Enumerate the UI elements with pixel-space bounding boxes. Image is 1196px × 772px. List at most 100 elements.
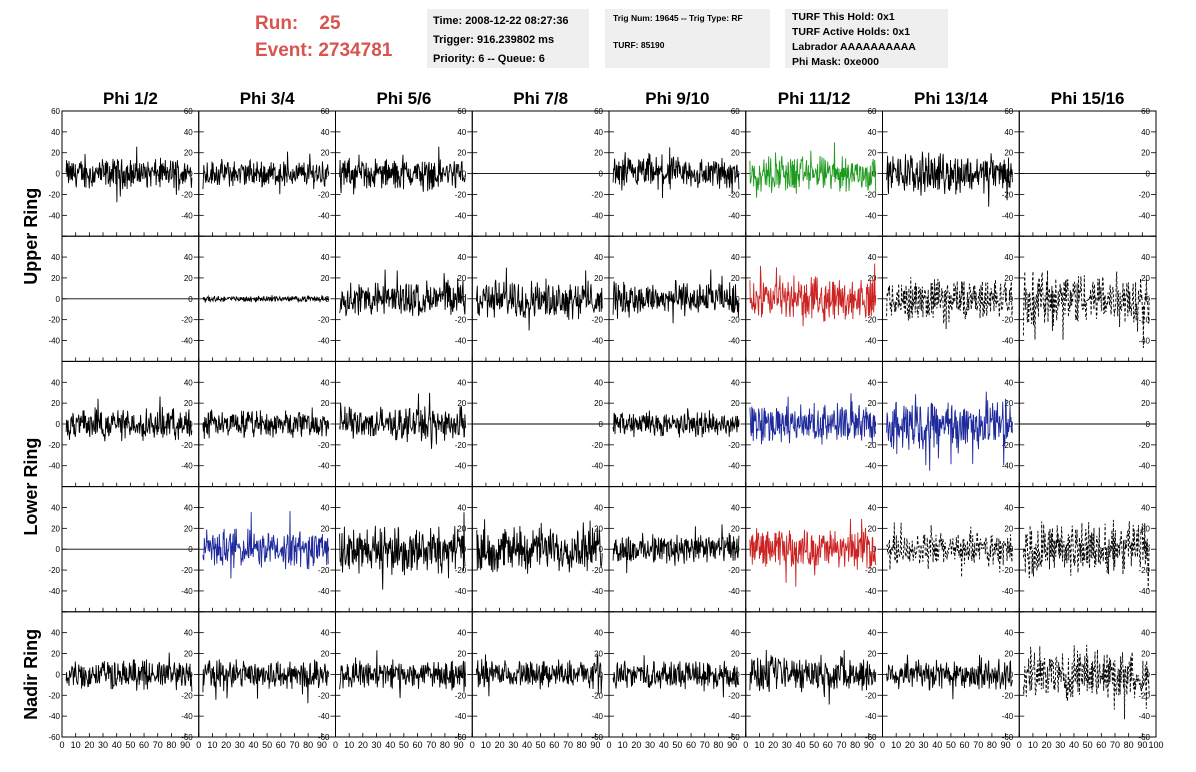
y-tick-label: 0 (325, 170, 330, 179)
y-tick-label: 40 (594, 253, 603, 262)
y-tick-label: 40 (1004, 378, 1013, 387)
y-tick-label: 40 (731, 503, 740, 512)
y-tick-label: 40 (51, 128, 60, 137)
y-tick-label: -40 (181, 211, 193, 220)
y-tick-label: 40 (868, 253, 877, 262)
y-tick-label: 40 (1141, 503, 1150, 512)
column-header: Phi 7/8 (513, 89, 568, 108)
x-tick-label: 40 (248, 740, 258, 750)
y-tick-label: 20 (868, 650, 877, 659)
x-tick-label: 30 (508, 740, 518, 750)
y-tick-label: 40 (321, 378, 330, 387)
y-tick-label: 20 (51, 524, 60, 533)
run-event-header: Run: 25 Event: 2734781 (255, 10, 392, 64)
y-tick-label: -40 (48, 337, 60, 346)
y-tick-label: 40 (457, 253, 466, 262)
x-tick-label: 60 (276, 740, 286, 750)
x-tick-label: 50 (672, 740, 682, 750)
y-tick-label: -40 (1002, 337, 1014, 346)
y-tick-label: -40 (728, 587, 740, 596)
x-tick-label: 70 (153, 740, 163, 750)
waveform-trace (65, 396, 193, 442)
y-tick-label: 20 (594, 399, 603, 408)
x-tick-label: 30 (1055, 740, 1065, 750)
run-value: 25 (319, 13, 341, 34)
y-tick-label: 0 (735, 295, 740, 304)
y-tick-label: -20 (1002, 691, 1014, 700)
event-row: Event: 2734781 (255, 37, 392, 64)
y-tick-label: 40 (457, 629, 466, 638)
y-tick-label: -40 (455, 462, 467, 471)
waveform-trace (339, 269, 466, 317)
y-tick-label: -20 (1138, 441, 1150, 450)
y-tick-label: 20 (868, 274, 877, 283)
y-tick-label: -20 (318, 566, 330, 575)
y-tick-label: 20 (321, 524, 330, 533)
y-tick-label: 40 (1141, 128, 1150, 137)
waveform-trace (202, 294, 329, 304)
y-tick-label: -40 (1002, 462, 1014, 471)
x-tick-label: 30 (919, 740, 929, 750)
x-tick-label: 20 (905, 740, 915, 750)
waveform-trace (65, 146, 193, 203)
y-tick-label: 40 (594, 378, 603, 387)
y-tick-label: 20 (1141, 274, 1150, 283)
x-tick-label: 80 (987, 740, 997, 750)
y-tick-label: -40 (591, 587, 603, 596)
run-row: Run: 25 (255, 10, 392, 37)
y-tick-label: -20 (865, 190, 877, 199)
x-tick-label: 20 (1042, 740, 1052, 750)
y-tick-label: 0 (188, 295, 193, 304)
x-tick-label: 90 (1001, 740, 1011, 750)
y-tick-label: 20 (457, 274, 466, 283)
x-tick-label: 90 (1137, 740, 1147, 750)
x-tick-label: 60 (823, 740, 833, 750)
y-tick-label: 40 (184, 128, 193, 137)
y-tick-label: -40 (48, 587, 60, 596)
x-tick-label: 0 (880, 740, 885, 750)
y-tick-label: -40 (1138, 211, 1150, 220)
x-tick-label: 90 (180, 740, 190, 750)
y-tick-label: -40 (1002, 211, 1014, 220)
y-tick-label: -40 (48, 211, 60, 220)
y-tick-label: 60 (184, 107, 193, 116)
x-tick-label: 60 (549, 740, 559, 750)
y-tick-label: -40 (1138, 337, 1150, 346)
y-tick-label: 40 (184, 629, 193, 638)
y-tick-label: 0 (56, 670, 61, 679)
x-tick-label: 50 (1083, 740, 1093, 750)
waveform-trace (476, 519, 603, 574)
y-tick-label: 40 (184, 503, 193, 512)
y-tick-label: -20 (865, 441, 877, 450)
y-tick-label: 20 (594, 274, 603, 283)
y-tick-label: 40 (457, 378, 466, 387)
y-tick-label: 40 (594, 128, 603, 137)
y-tick-label: -40 (865, 587, 877, 596)
waveform-trace (65, 652, 193, 692)
x-tick-label: 40 (522, 740, 532, 750)
y-tick-label: 20 (868, 399, 877, 408)
waveform-trace (339, 512, 466, 590)
y-tick-label: 40 (1004, 128, 1013, 137)
turf-active-line: TURF Active Holds: 0x1 (792, 26, 911, 38)
y-tick-label: 40 (321, 629, 330, 638)
x-tick-label: 60 (1096, 740, 1106, 750)
y-tick-label: -20 (1138, 566, 1150, 575)
waveform-trace (749, 518, 877, 587)
y-tick-label: -20 (1138, 316, 1150, 325)
y-tick-label: -20 (318, 190, 330, 199)
y-tick-label: -60 (1138, 733, 1150, 742)
phi-mask-line: Phi Mask: 0xe000 (792, 56, 879, 68)
y-tick-label: -60 (865, 733, 877, 742)
x-tick-label: 30 (782, 740, 792, 750)
waveform-trace (612, 269, 740, 324)
row-group-label: Nadir Ring (21, 629, 41, 720)
x-tick-label: 30 (98, 740, 108, 750)
column-header: Phi 9/10 (645, 89, 709, 108)
y-tick-label: -20 (455, 316, 467, 325)
column-header: Phi 5/6 (376, 89, 431, 108)
y-tick-label: 0 (872, 295, 877, 304)
y-tick-label: -40 (591, 712, 603, 721)
y-tick-label: 0 (1009, 670, 1014, 679)
